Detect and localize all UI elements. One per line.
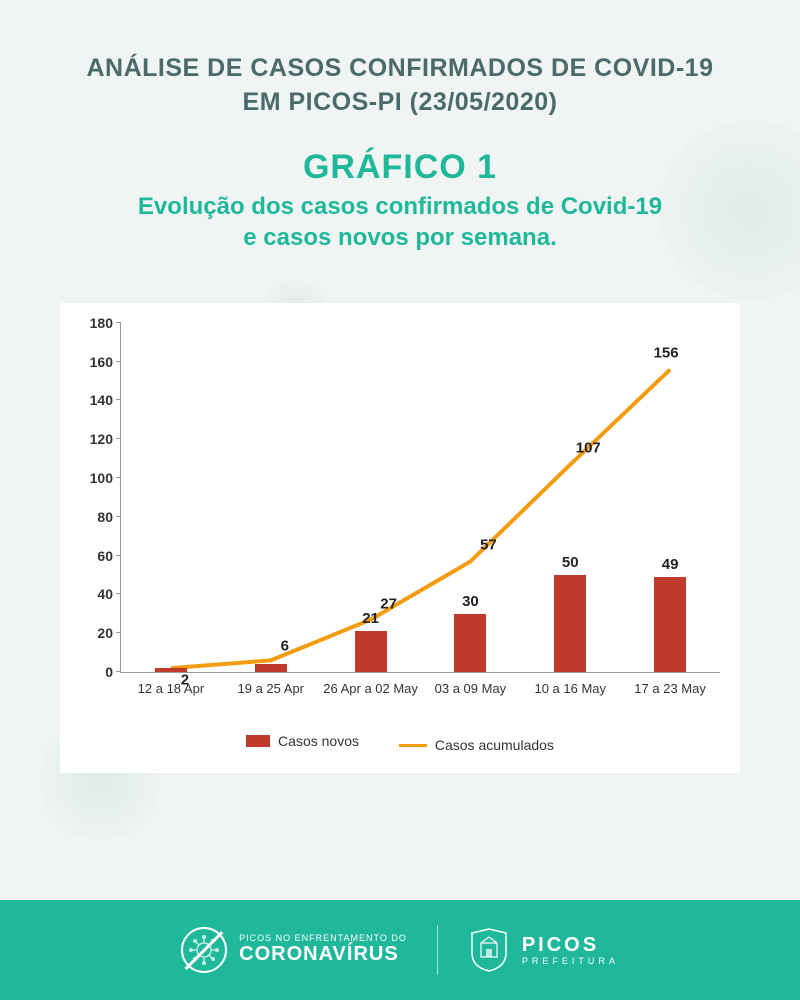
header: ANÁLISE DE CASOS CONFIRMADOS DE COVID-19… <box>0 0 800 253</box>
y-tick-mark <box>116 671 121 672</box>
bar <box>554 575 586 672</box>
y-tick-label: 0 <box>73 664 113 680</box>
footer-right-small: PREFEITURA <box>522 957 619 967</box>
legend-swatch-bar <box>246 735 270 747</box>
y-tick-label: 180 <box>73 315 113 331</box>
x-tick-label: 19 a 25 Apr <box>238 681 305 696</box>
y-tick-label: 100 <box>73 470 113 486</box>
legend-line-label: Casos acumulados <box>435 737 554 753</box>
y-tick-mark <box>116 555 121 556</box>
x-tick-label: 10 a 16 May <box>534 681 606 696</box>
y-tick-label: 140 <box>73 392 113 408</box>
page-title: ANÁLISE DE CASOS CONFIRMADOS DE COVID-19… <box>0 52 800 120</box>
footer-left-text: PICOS NO ENFRENTAMENTO DO CORONAVÍRUS <box>239 934 407 967</box>
bar <box>454 614 486 672</box>
subtitle-line-1: Evolução dos casos confirmados de Covid-… <box>0 191 800 222</box>
footer-divider <box>437 925 438 975</box>
y-tick-mark <box>116 361 121 362</box>
x-tick-label: 17 a 23 May <box>634 681 706 696</box>
bar-value-label: 49 <box>662 556 679 573</box>
plot-area: 020406080100120140160180212 a 18 Apr2419… <box>120 323 720 673</box>
legend-item-bar: Casos novos <box>246 733 359 749</box>
y-tick-mark <box>116 399 121 400</box>
y-tick-mark <box>116 477 121 478</box>
line-value-label: 156 <box>654 345 679 362</box>
footer-left-small: PICOS NO ENFRENTAMENTO DO <box>239 934 407 944</box>
chart-container: 020406080100120140160180212 a 18 Apr2419… <box>60 303 740 774</box>
footer-right-big: PICOS <box>522 934 619 957</box>
y-tick-mark <box>116 516 121 517</box>
x-tick-label: 12 a 18 Apr <box>138 681 205 696</box>
bar-value-label: 30 <box>462 593 479 610</box>
footer: PICOS NO ENFRENTAMENTO DO CORONAVÍRUS PI… <box>0 900 800 1000</box>
bar-value-label: 21 <box>362 610 379 627</box>
y-tick-label: 160 <box>73 354 113 370</box>
x-tick-label: 03 a 09 May <box>435 681 507 696</box>
bar-value-label: 50 <box>562 554 579 571</box>
legend: Casos novos Casos acumulados <box>60 723 740 774</box>
line-series-svg <box>121 323 720 672</box>
bar <box>255 664 287 672</box>
x-tick-label: 26 Apr a 02 May <box>323 681 418 696</box>
legend-swatch-line <box>399 744 427 747</box>
y-tick-mark <box>116 438 121 439</box>
footer-left: PICOS NO ENFRENTAMENTO DO CORONAVÍRUS <box>181 927 407 973</box>
chart-subtitle: Evolução dos casos confirmados de Covid-… <box>0 191 800 253</box>
line-series <box>171 369 670 668</box>
line-value-label: 27 <box>380 595 397 612</box>
y-tick-mark <box>116 322 121 323</box>
y-tick-label: 60 <box>73 548 113 564</box>
line-value-label: 6 <box>281 638 289 655</box>
line-value-label: 2 <box>181 671 189 688</box>
title-line-1: ANÁLISE DE CASOS CONFIRMADOS DE COVID-19 <box>0 52 800 86</box>
y-tick-label: 120 <box>73 431 113 447</box>
line-value-label: 107 <box>576 440 601 457</box>
subtitle-line-2: e casos novos por semana. <box>0 222 800 253</box>
y-tick-mark <box>116 632 121 633</box>
title-line-2: EM PICOS-PI (23/05/2020) <box>0 86 800 120</box>
line-value-label: 57 <box>480 537 497 554</box>
chart: 020406080100120140160180212 a 18 Apr2419… <box>60 303 740 723</box>
footer-left-big: CORONAVÍRUS <box>239 943 407 966</box>
y-tick-label: 20 <box>73 625 113 641</box>
legend-item-line: Casos acumulados <box>399 737 554 753</box>
bar <box>355 631 387 672</box>
y-tick-mark <box>116 593 121 594</box>
y-tick-label: 40 <box>73 586 113 602</box>
coronavirus-icon <box>181 927 227 973</box>
city-crest-icon <box>468 927 510 973</box>
footer-right: PICOS PREFEITURA <box>468 927 619 973</box>
bar <box>654 577 686 672</box>
subtitle-block: GRÁFICO 1 Evolução dos casos confirmados… <box>0 148 800 253</box>
footer-right-text: PICOS PREFEITURA <box>522 934 619 967</box>
legend-bar-label: Casos novos <box>278 733 359 749</box>
y-tick-label: 80 <box>73 509 113 525</box>
chart-number-label: GRÁFICO 1 <box>0 148 800 187</box>
